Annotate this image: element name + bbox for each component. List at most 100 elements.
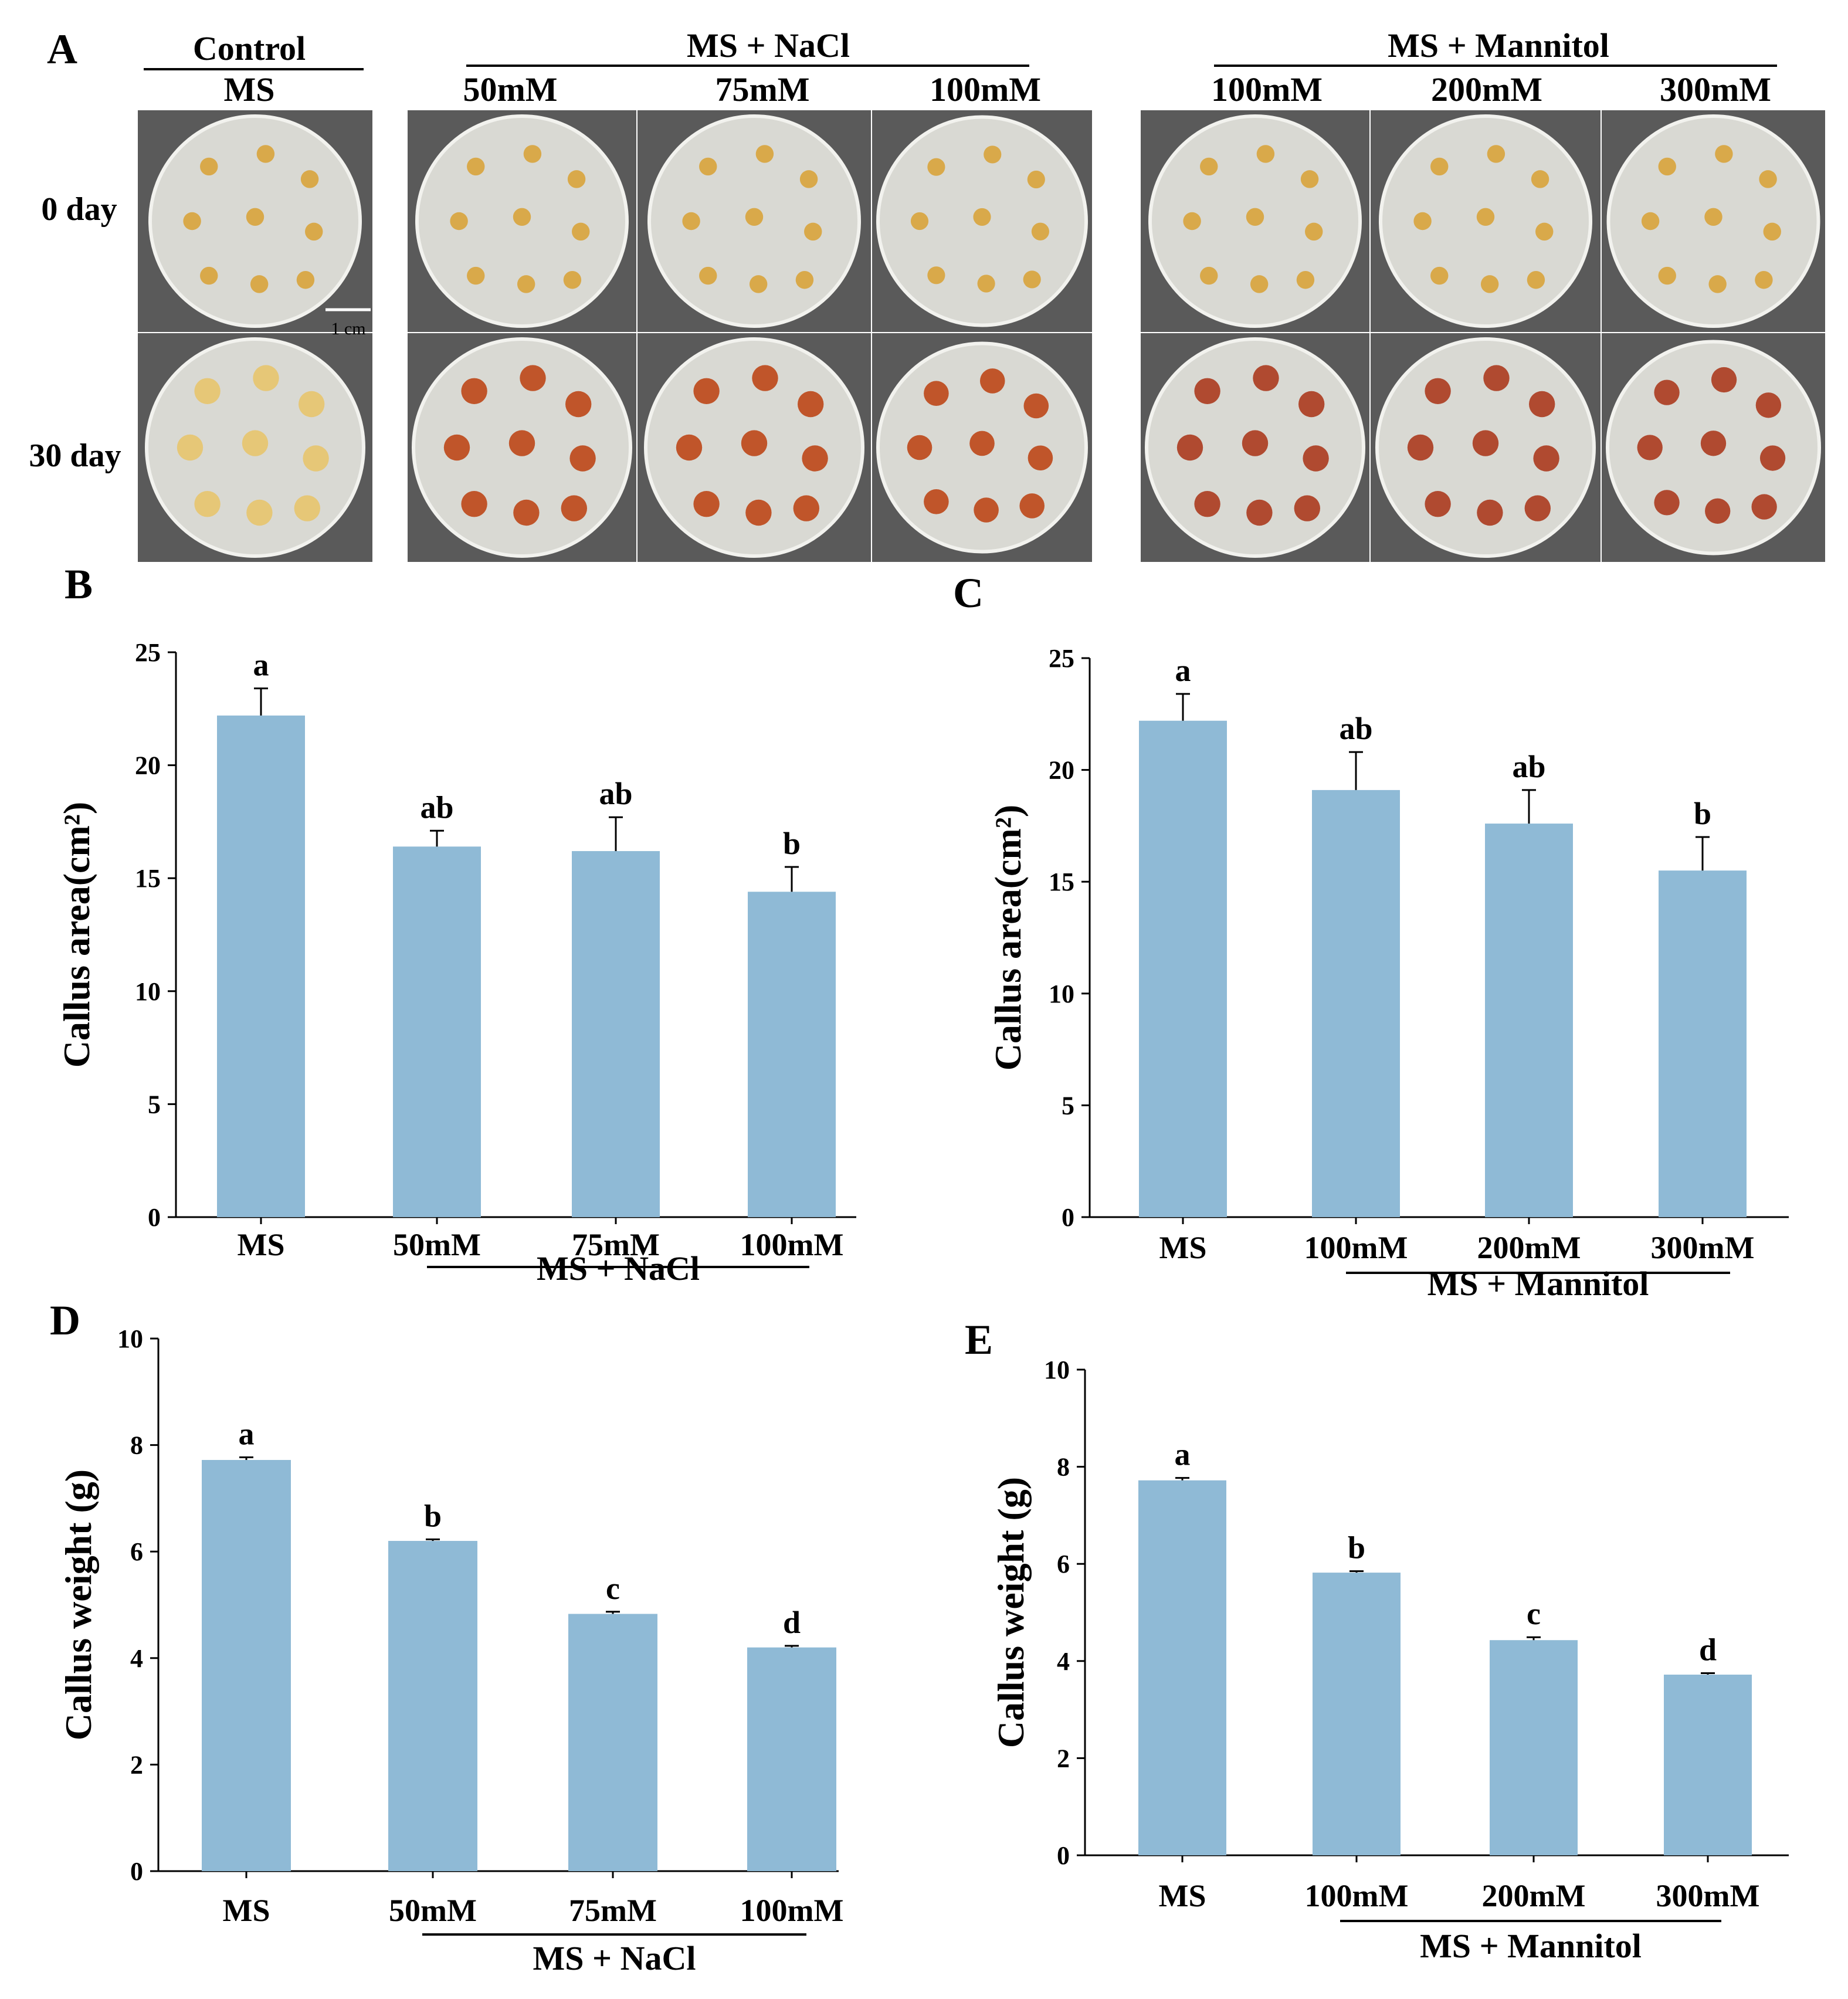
callus [1527, 271, 1545, 289]
callus [1711, 367, 1737, 393]
callus [1483, 365, 1510, 391]
category-label: MS [1159, 1878, 1206, 1913]
bar [747, 1647, 836, 1871]
callus [1658, 266, 1676, 285]
callus [1763, 222, 1781, 241]
callus [1700, 431, 1727, 456]
y-tick-label: 10 [135, 977, 161, 1006]
panel-d-chart: D 0 2 4 6 8 10 Callus weight (g) a MS b 50mM c 75mM d… [50, 1297, 843, 1977]
category-label: 100mM [1305, 1878, 1409, 1913]
callus [567, 170, 586, 188]
callus [1637, 435, 1663, 460]
callus [924, 489, 949, 514]
nacl-header: MS + NaCl [687, 26, 850, 65]
callus [979, 368, 1005, 394]
callus [250, 275, 269, 293]
significance-label: c [1527, 1596, 1541, 1631]
callus [1531, 170, 1549, 188]
row-label-30-day: 30 day [29, 438, 121, 474]
callus [1472, 430, 1499, 456]
callus [1294, 495, 1320, 521]
callus [1407, 434, 1434, 461]
category-label: MS [1159, 1230, 1207, 1265]
y-tick-label: 6 [1057, 1550, 1070, 1578]
callus [1755, 271, 1773, 289]
y-tick-label: 2 [130, 1750, 143, 1779]
callus [299, 391, 325, 418]
callus [1480, 275, 1499, 293]
callus [1028, 445, 1053, 471]
callus [1023, 393, 1049, 419]
y-tick-label: 10 [1044, 1356, 1070, 1384]
callus [513, 208, 531, 226]
callus [752, 365, 778, 391]
callus [793, 495, 820, 521]
callus [1019, 493, 1045, 519]
bar [1659, 870, 1747, 1217]
callus [1430, 266, 1449, 285]
callus [569, 445, 596, 472]
category-label: 200mM [1482, 1878, 1586, 1913]
panel-a: A Control MS MS + NaCl 50mM 75mM 100mM M… [29, 26, 1825, 562]
y-tick-label: 20 [1049, 756, 1074, 785]
significance-label: a [1175, 653, 1191, 688]
callus [1200, 157, 1218, 176]
panel-d-label: D [50, 1297, 80, 1344]
callus [1535, 222, 1554, 241]
callus [799, 170, 818, 188]
callus [513, 499, 540, 526]
callus [969, 431, 995, 456]
callus [1476, 208, 1495, 226]
callus [1256, 145, 1275, 163]
callus [1298, 391, 1325, 418]
callus [200, 157, 218, 176]
callus [1704, 208, 1722, 226]
category-label: 300mM [1651, 1230, 1755, 1265]
callus [443, 434, 470, 461]
bar [568, 1614, 657, 1871]
group-label: MS + Mannitol [1427, 1265, 1649, 1303]
bar [1313, 1573, 1401, 1855]
bar [393, 846, 481, 1217]
callus [1305, 222, 1323, 241]
y-tick-label: 25 [1049, 644, 1074, 673]
callus [508, 430, 535, 456]
callus [973, 208, 991, 226]
callus [795, 271, 814, 289]
callus [693, 491, 720, 517]
y-tick-label: 6 [130, 1537, 143, 1566]
callus [749, 275, 768, 293]
y-tick-label: 5 [148, 1090, 161, 1119]
significance-label: ab [420, 790, 453, 825]
category-label: 100mM [740, 1893, 844, 1928]
mannitol-conc-300: 300mM [1660, 70, 1771, 109]
y-tick-label: 0 [1057, 1841, 1070, 1870]
nacl-conc-100: 100mM [930, 70, 1041, 109]
callus [450, 212, 468, 231]
group-label: MS + NaCl [537, 1249, 700, 1288]
bar [1138, 1480, 1226, 1855]
callus [467, 157, 485, 176]
callus [200, 266, 218, 285]
y-tick-label: 4 [130, 1644, 143, 1673]
bar [1485, 824, 1573, 1217]
callus [561, 495, 587, 521]
callus [1755, 392, 1782, 418]
callus [984, 145, 1002, 164]
callus [1715, 145, 1733, 163]
bar [1312, 790, 1400, 1217]
callus [1425, 378, 1451, 404]
category-label: 75mM [572, 1227, 660, 1262]
callus [246, 499, 273, 526]
callus [242, 430, 269, 456]
panel-c-label: C [953, 570, 984, 616]
callus [1533, 445, 1559, 472]
panel-e-chart: E 0 2 4 6 8 10 Callus weight (g) a MS b 100mM c 200m… [965, 1316, 1789, 1965]
y-axis-label: Callus area(cm²) [56, 802, 97, 1068]
y-tick-label: 15 [1049, 868, 1074, 896]
callus [296, 271, 315, 289]
callus [1413, 212, 1432, 231]
bar [202, 1460, 291, 1871]
significance-label: d [783, 1605, 801, 1640]
callus [741, 430, 768, 456]
